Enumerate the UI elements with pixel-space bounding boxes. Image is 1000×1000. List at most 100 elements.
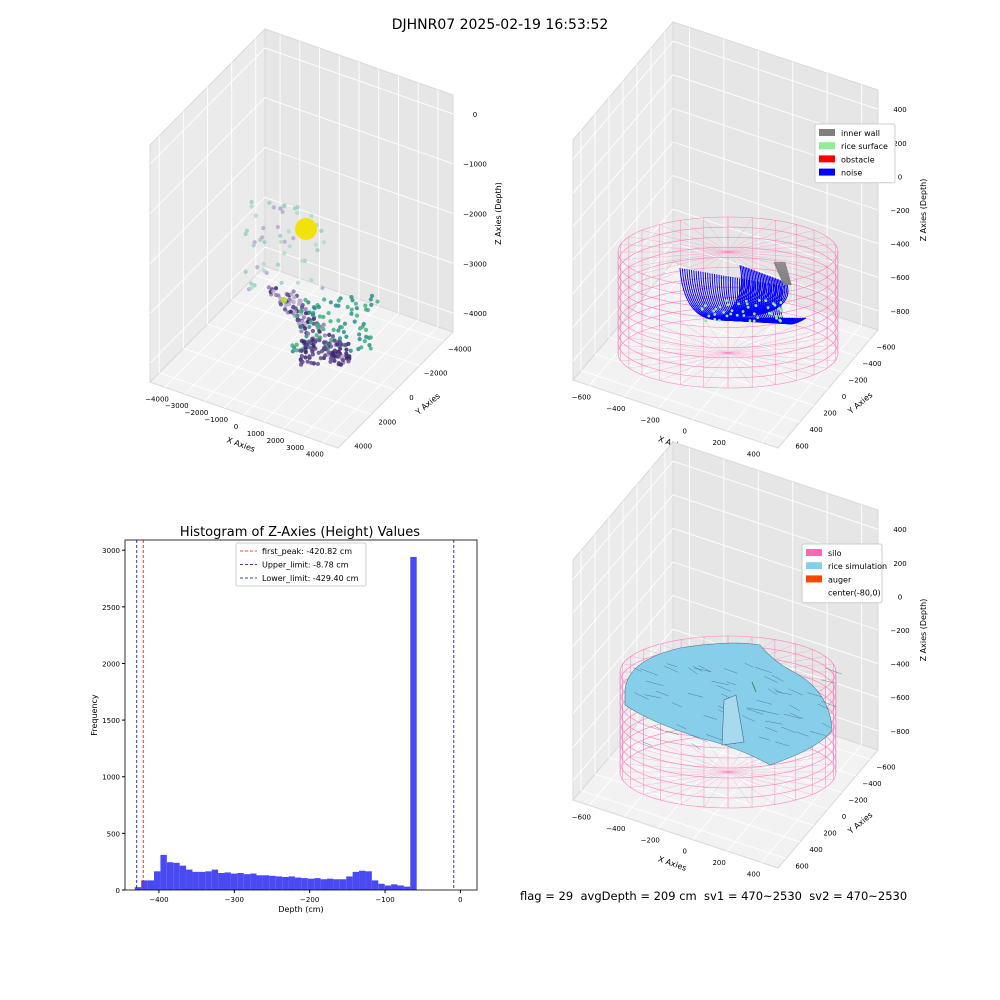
raw-point — [278, 302, 284, 307]
sim-z-tick-label: −400 — [890, 661, 909, 669]
sim-x-axis-label: X Axies — [657, 854, 688, 873]
hist-y-tick-label: 1500 — [102, 717, 120, 725]
cls-legend-frame — [814, 123, 896, 184]
cls-rice-point — [726, 303, 730, 307]
hist-y-tick-label: 2500 — [102, 604, 120, 612]
raw-point — [350, 298, 355, 303]
raw-point — [275, 224, 280, 230]
raw-point — [304, 334, 309, 339]
sim-grid-y — [608, 757, 815, 826]
cls-rice-point — [777, 307, 781, 310]
cls-silo-spoke — [727, 352, 828, 369]
raw-point — [322, 333, 328, 338]
hist-bar — [391, 884, 398, 890]
sim-mesh-edge — [781, 726, 796, 733]
raw-point — [309, 346, 314, 351]
raw-point — [298, 362, 304, 367]
cls-legend-swatch — [819, 155, 835, 163]
cls-rice-point — [712, 309, 716, 313]
raw-point — [310, 328, 315, 334]
chart-histogram: Histogram of Z-Axies (Height) Values −400… — [90, 525, 478, 914]
cls-noise-stroke — [778, 285, 805, 325]
cls-rice-point — [717, 319, 721, 322]
cls-legend-swatch — [819, 142, 835, 150]
sim-legend-label: rice simulation — [828, 562, 887, 571]
raw-point — [344, 347, 349, 352]
hist-bar — [301, 878, 308, 890]
sim-grid-z — [672, 460, 879, 530]
raw-point — [294, 348, 299, 353]
cls-silo-spoke — [727, 244, 836, 253]
raw-point — [243, 269, 248, 274]
raw-point — [287, 244, 292, 249]
cls-silo-spoke — [727, 352, 776, 385]
raw-point — [266, 285, 272, 290]
cls-noise-stroke — [740, 274, 768, 318]
raw-point — [287, 302, 292, 307]
raw-point — [251, 243, 256, 248]
chart-classify: 3D classify of Silo Interior−600−400−200… — [572, 20, 928, 459]
hist-bar — [397, 885, 404, 890]
raw-point — [288, 309, 293, 314]
sim-legend-swatch — [806, 549, 822, 556]
sim-grid-z — [572, 494, 674, 614]
raw-y-axis-label: Y Axies — [413, 391, 442, 417]
hist-legend-label: Upper_limit: -8.78 cm — [262, 561, 349, 570]
raw-point — [300, 258, 305, 263]
hist-y-axis-label: Frequency — [90, 694, 99, 736]
sim-silo-spoke — [622, 771, 729, 781]
sim-mesh-edge — [758, 736, 770, 741]
hist-bar — [147, 880, 155, 890]
sim-silo-spoke — [703, 771, 729, 808]
cls-silo-spoke — [727, 251, 828, 268]
hist-bar — [269, 875, 276, 890]
raw-point — [356, 346, 361, 352]
cls-noise-stroke — [761, 282, 789, 315]
sim-silo-spoke — [643, 771, 729, 795]
cls-silo-spoke — [680, 220, 729, 253]
sim-mesh-edge — [726, 681, 736, 686]
hist-x-tick-label: −100 — [375, 896, 394, 904]
cls-rice-point — [780, 309, 784, 313]
raw-x-tick-label: −2000 — [185, 409, 209, 417]
raw-point — [315, 322, 320, 327]
hist-bar — [327, 878, 334, 890]
cls-z-axis-label: Z Axies (Depth) — [919, 179, 928, 242]
raw-point — [281, 297, 287, 303]
raw-point — [313, 242, 318, 247]
raw-point — [340, 358, 346, 363]
cls-grid-y — [608, 337, 815, 406]
status-footer: flag = 29 avgDepth = 209 cm sv1 = 470~25… — [520, 889, 908, 903]
sim-grid-z — [572, 460, 674, 580]
cls-silo-spoke — [620, 345, 729, 354]
sim-legend-label: auger — [828, 575, 852, 584]
sim-silo-spoke — [727, 771, 826, 788]
cls-silo-spoke — [659, 352, 729, 381]
raw-point — [363, 303, 368, 308]
cls-noise-stroke — [751, 278, 779, 316]
raw-point — [338, 362, 344, 367]
cls-silo-spoke — [703, 217, 729, 253]
raw-point — [352, 319, 357, 324]
cls-wall-stroke — [777, 261, 787, 286]
cls-wall-stroke — [773, 261, 785, 286]
sim-mesh-edge — [775, 691, 792, 695]
raw-point — [346, 341, 351, 347]
raw-x-tick-label: 4000 — [306, 451, 324, 459]
sim-silo-spoke — [727, 756, 826, 773]
cls-rice-point — [703, 304, 707, 308]
hist-bar — [173, 862, 180, 890]
cls-grid-z — [672, 141, 879, 211]
cls-noise-stroke — [773, 284, 802, 324]
raw-point — [305, 359, 310, 364]
sim-x-tick-label: −200 — [641, 836, 660, 844]
cls-rice-point — [713, 318, 717, 321]
sim-mesh-edge — [664, 665, 679, 673]
raw-point — [346, 359, 351, 364]
raw-point — [313, 339, 318, 344]
cls-noise-stroke — [767, 283, 797, 324]
sim-mesh-edge — [789, 704, 800, 712]
cls-rice-point — [775, 314, 778, 318]
raw-point — [261, 226, 266, 231]
cls-silo-spoke — [727, 251, 815, 275]
